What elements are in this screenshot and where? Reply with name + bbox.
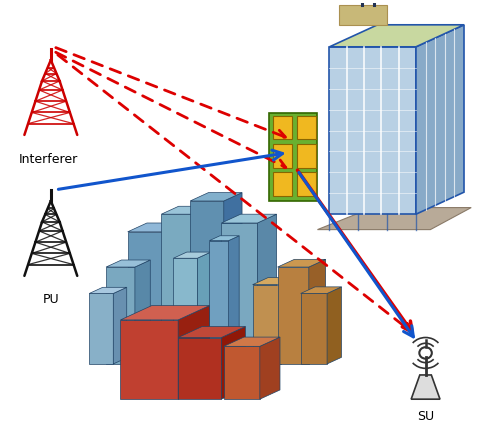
Polygon shape	[197, 252, 211, 364]
Polygon shape	[178, 326, 245, 338]
Polygon shape	[330, 47, 416, 214]
Polygon shape	[224, 193, 242, 364]
Polygon shape	[224, 347, 260, 399]
Polygon shape	[339, 5, 387, 25]
Polygon shape	[224, 337, 280, 347]
Polygon shape	[330, 25, 464, 47]
Polygon shape	[209, 241, 228, 364]
Polygon shape	[89, 293, 113, 364]
Polygon shape	[121, 320, 178, 399]
Polygon shape	[416, 25, 464, 214]
Text: Interferer: Interferer	[19, 153, 78, 165]
Bar	[297, 144, 315, 168]
Polygon shape	[317, 207, 471, 230]
Polygon shape	[135, 260, 150, 364]
Polygon shape	[209, 236, 239, 241]
Polygon shape	[309, 259, 326, 364]
Polygon shape	[161, 214, 192, 364]
Bar	[273, 144, 292, 168]
Polygon shape	[269, 113, 317, 201]
Bar	[297, 172, 315, 196]
Polygon shape	[253, 285, 281, 364]
Polygon shape	[178, 306, 209, 399]
Polygon shape	[228, 236, 239, 364]
Bar	[273, 116, 292, 139]
Polygon shape	[164, 223, 183, 364]
Polygon shape	[260, 337, 280, 399]
Polygon shape	[411, 375, 440, 399]
Polygon shape	[89, 287, 127, 293]
Polygon shape	[121, 306, 209, 320]
Polygon shape	[106, 260, 150, 267]
Bar	[273, 172, 292, 196]
Polygon shape	[190, 201, 224, 364]
Polygon shape	[190, 193, 242, 201]
Polygon shape	[301, 287, 342, 293]
Polygon shape	[222, 214, 277, 223]
Polygon shape	[128, 223, 183, 232]
Polygon shape	[161, 206, 210, 214]
Polygon shape	[113, 287, 127, 364]
Polygon shape	[281, 277, 297, 364]
Polygon shape	[327, 287, 342, 364]
Polygon shape	[192, 206, 210, 364]
Polygon shape	[174, 258, 197, 364]
Bar	[297, 116, 315, 139]
Polygon shape	[278, 267, 309, 364]
Text: PU: PU	[42, 293, 59, 306]
Polygon shape	[258, 214, 277, 364]
Polygon shape	[278, 259, 326, 267]
Polygon shape	[106, 267, 135, 364]
Text: SU: SU	[417, 410, 434, 423]
Polygon shape	[178, 338, 222, 399]
Polygon shape	[301, 293, 327, 364]
Polygon shape	[222, 223, 258, 364]
Polygon shape	[174, 252, 211, 258]
Polygon shape	[128, 232, 164, 364]
Polygon shape	[253, 277, 297, 285]
Polygon shape	[222, 326, 245, 399]
